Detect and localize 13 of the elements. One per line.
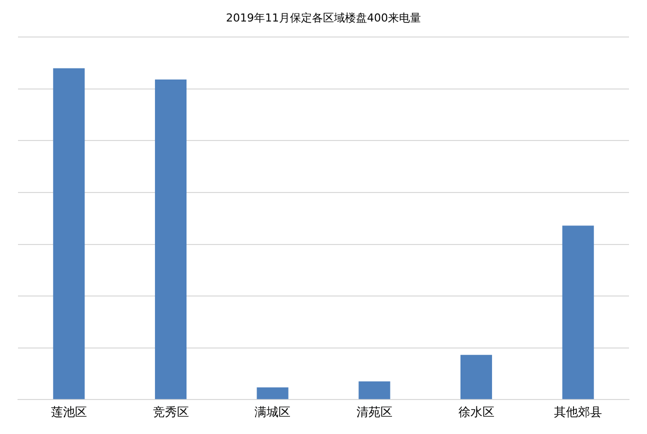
- x-tick-label: 竞秀区: [152, 404, 189, 419]
- chart-title: 2019年11月保定各区域楼盘400来电量: [226, 11, 421, 24]
- x-tick-label: 清苑区: [356, 404, 392, 419]
- x-tick-label: 徐水区: [458, 404, 494, 419]
- x-tick-label: 莲池区: [50, 404, 87, 419]
- bar: [53, 68, 85, 400]
- bar: [460, 354, 492, 400]
- bar: [154, 80, 187, 400]
- bar: [562, 226, 594, 400]
- x-tick-label: 满城区: [254, 404, 291, 419]
- bar: [358, 381, 390, 400]
- x-tick-label: 其他郊县: [554, 404, 602, 419]
- bar: [256, 387, 288, 400]
